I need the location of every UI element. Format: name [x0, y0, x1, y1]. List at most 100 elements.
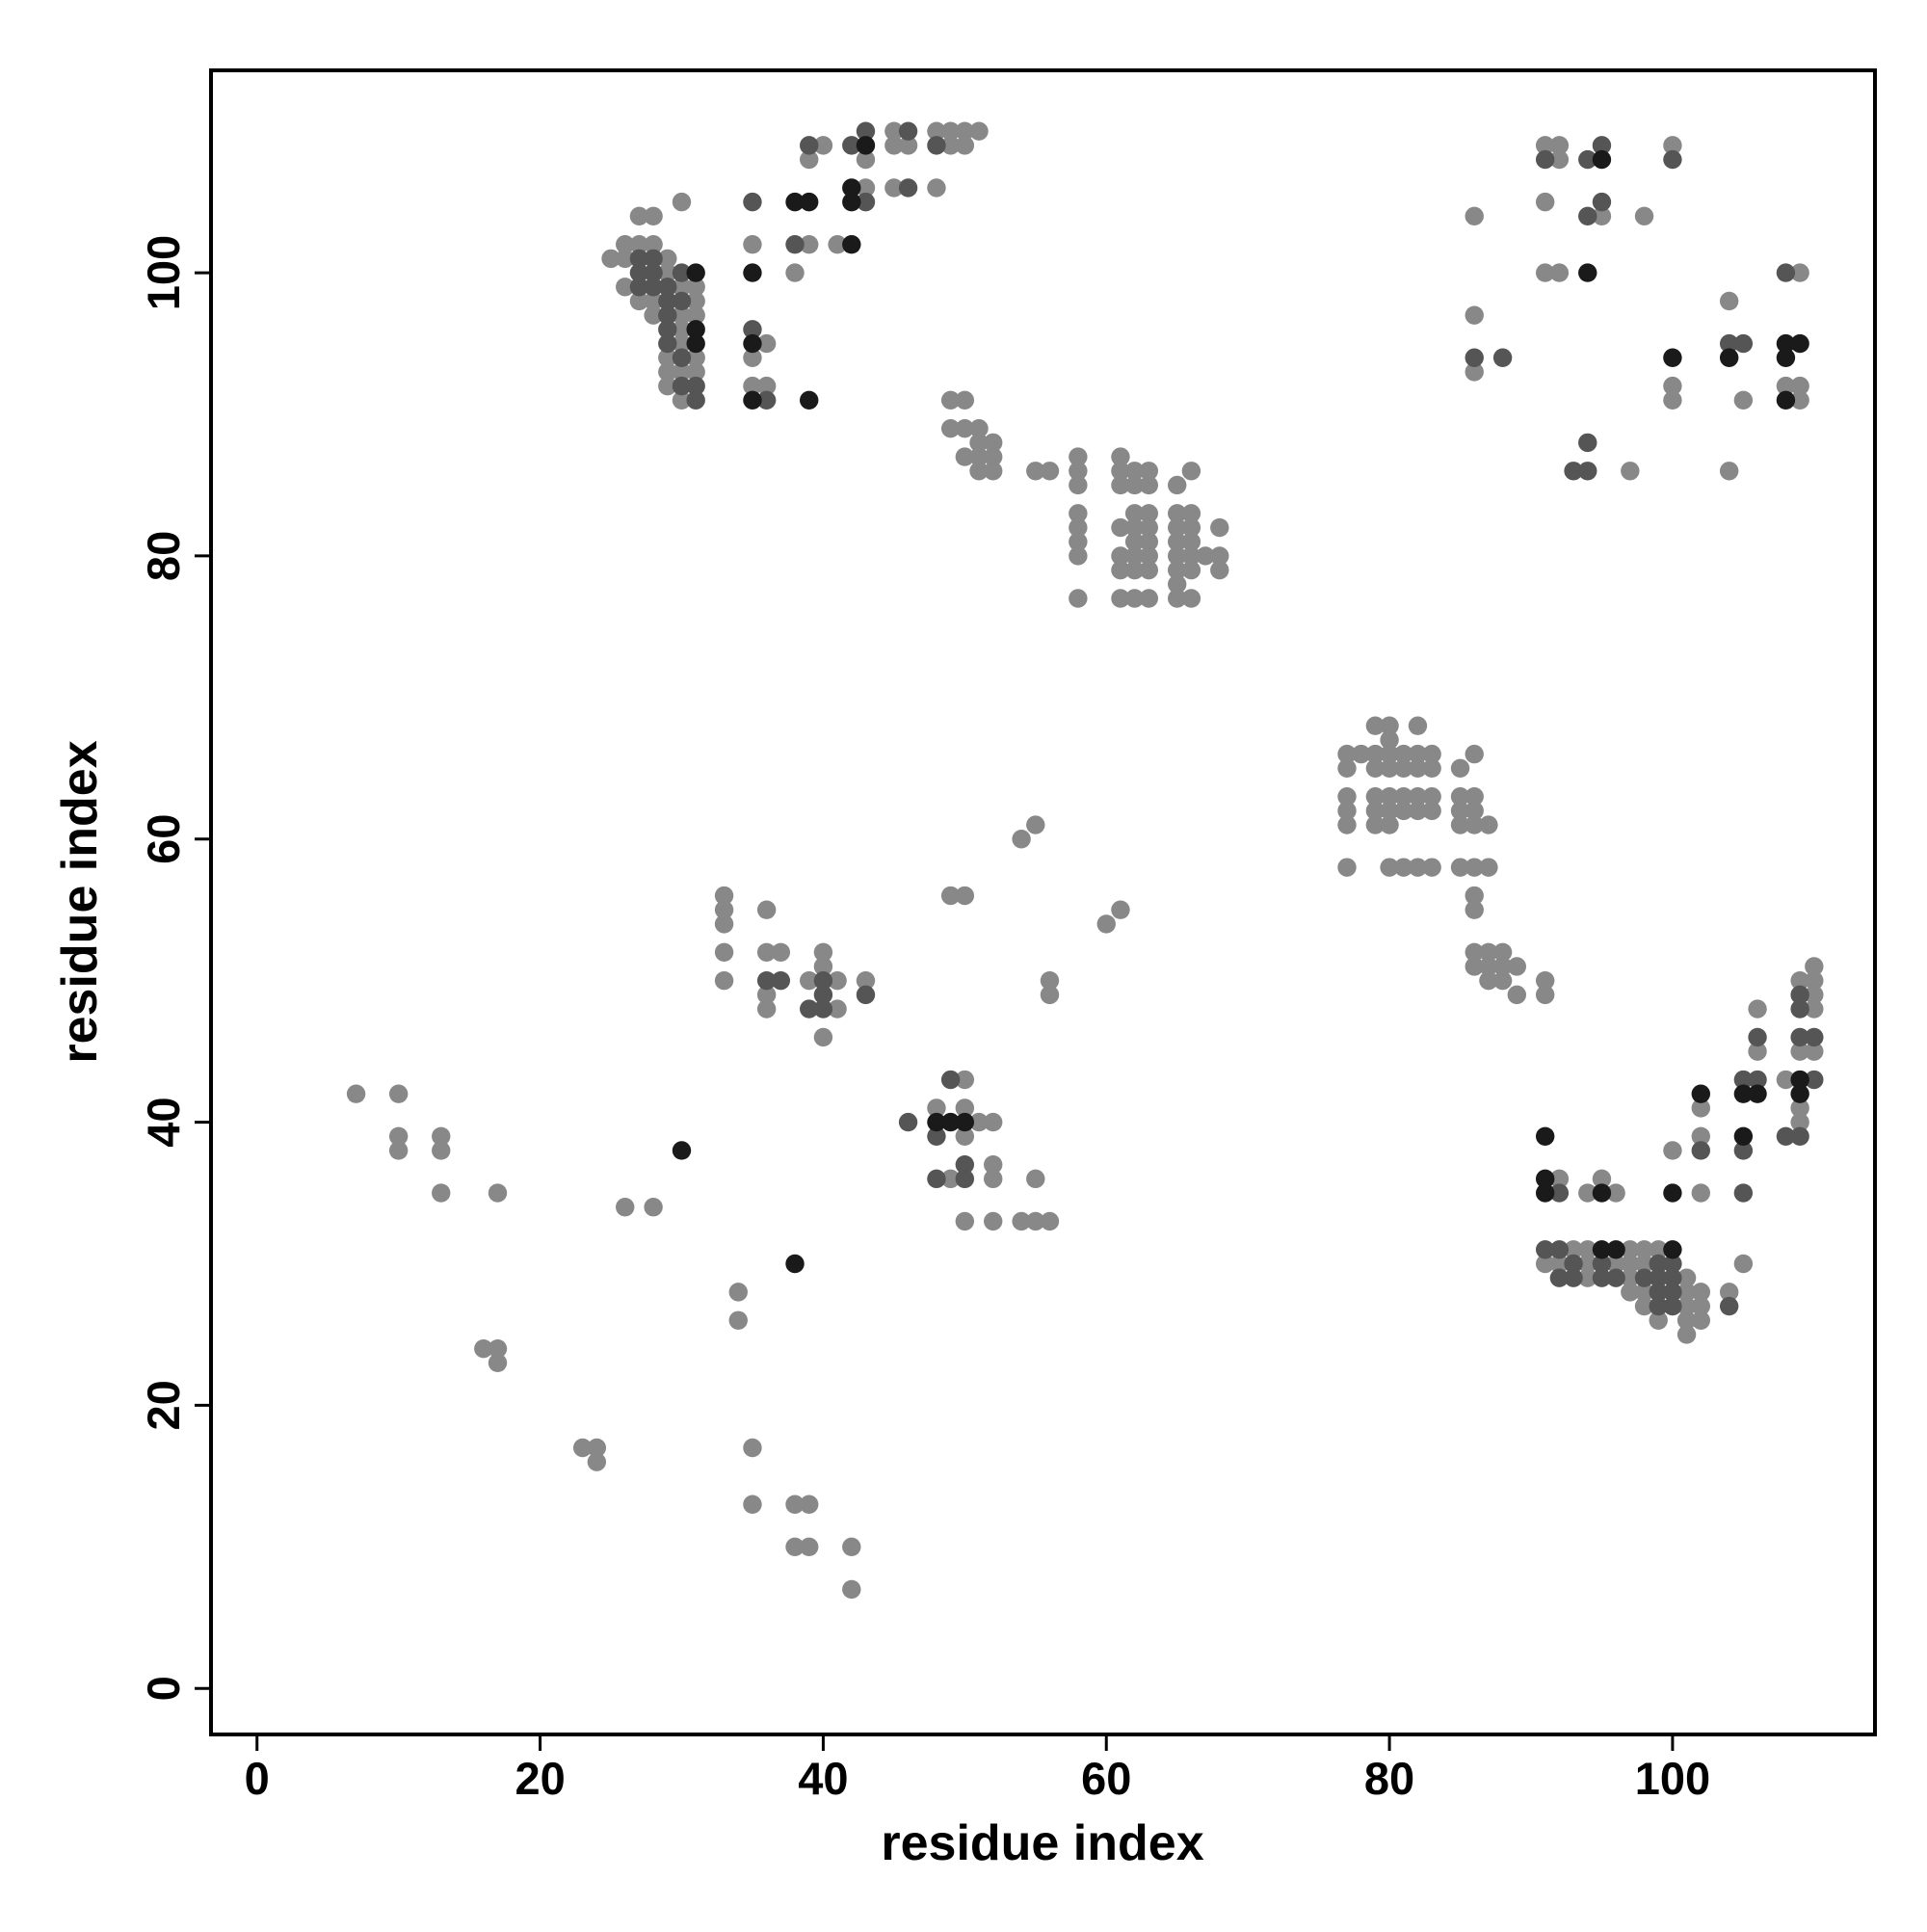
point — [1380, 815, 1399, 834]
point — [955, 390, 975, 410]
point — [800, 390, 819, 410]
point — [955, 121, 975, 141]
point — [1691, 1141, 1710, 1160]
point — [743, 333, 762, 354]
point — [1111, 900, 1130, 919]
point — [1492, 348, 1513, 367]
point — [856, 970, 876, 991]
point — [842, 136, 861, 155]
point — [743, 1438, 762, 1458]
point — [1394, 858, 1413, 877]
point — [1124, 589, 1145, 608]
point — [940, 886, 961, 906]
point — [1139, 517, 1159, 538]
point — [686, 348, 705, 367]
point — [1790, 390, 1809, 410]
point — [1168, 589, 1187, 608]
point — [1663, 1183, 1682, 1203]
point — [714, 900, 734, 919]
point — [955, 1211, 975, 1231]
point — [686, 305, 705, 325]
point — [1111, 517, 1130, 538]
point — [1124, 475, 1145, 495]
point — [1719, 462, 1739, 481]
point — [1535, 1169, 1555, 1189]
point — [1111, 447, 1130, 466]
point — [1535, 149, 1555, 170]
point — [1450, 758, 1470, 778]
point — [672, 333, 692, 354]
point — [1649, 1283, 1668, 1302]
y-tick-label: 40 — [138, 1097, 189, 1147]
point — [785, 235, 805, 254]
point — [1465, 815, 1484, 834]
point — [940, 121, 961, 141]
point — [1663, 149, 1682, 170]
point — [1719, 1296, 1739, 1316]
point — [756, 900, 777, 919]
point — [1790, 263, 1809, 282]
point — [1776, 1070, 1796, 1090]
point — [1733, 1070, 1754, 1090]
point — [672, 390, 692, 410]
point — [629, 263, 649, 282]
point — [474, 1338, 493, 1359]
point — [955, 1126, 975, 1146]
x-tick-label: 0 — [245, 1753, 270, 1804]
point — [1507, 985, 1527, 1005]
point — [800, 192, 819, 212]
x-axis-label: residue index — [881, 1815, 1203, 1871]
point — [828, 999, 847, 1019]
point — [955, 1070, 975, 1090]
point — [1564, 1254, 1583, 1274]
point — [884, 121, 904, 141]
point — [743, 235, 762, 254]
point — [1069, 589, 1088, 608]
point — [629, 291, 649, 311]
point — [756, 333, 777, 354]
point — [388, 1126, 409, 1146]
point — [1069, 504, 1088, 523]
point — [686, 333, 705, 354]
point — [1380, 744, 1399, 764]
point — [629, 206, 649, 226]
point — [898, 121, 918, 141]
point — [714, 914, 734, 934]
point — [601, 249, 620, 269]
point — [1040, 1211, 1060, 1231]
point — [1676, 1310, 1697, 1330]
point — [800, 235, 819, 254]
point — [955, 1112, 975, 1132]
point — [1394, 758, 1413, 778]
point — [1408, 786, 1428, 807]
point — [1805, 970, 1824, 991]
point — [743, 376, 762, 396]
point — [658, 320, 677, 339]
point — [1776, 390, 1796, 410]
point — [1733, 1126, 1754, 1146]
point — [1124, 517, 1145, 538]
point — [432, 1141, 451, 1160]
point — [587, 1452, 607, 1471]
point — [1365, 815, 1386, 834]
point — [1069, 532, 1088, 551]
point — [785, 1254, 805, 1274]
point — [1465, 305, 1484, 325]
point — [856, 985, 876, 1005]
point — [1592, 1240, 1612, 1259]
point — [1621, 1268, 1640, 1287]
point — [1578, 1254, 1597, 1274]
point — [1465, 801, 1484, 821]
point — [1535, 1240, 1555, 1259]
point — [1691, 1296, 1710, 1316]
point — [1422, 858, 1441, 877]
point — [969, 433, 989, 453]
point — [1790, 1027, 1809, 1047]
point — [1790, 1070, 1809, 1090]
point — [1124, 560, 1145, 580]
point — [1069, 517, 1088, 538]
point — [1096, 914, 1116, 934]
point — [658, 362, 677, 382]
point — [672, 1141, 692, 1160]
point — [1181, 560, 1201, 580]
